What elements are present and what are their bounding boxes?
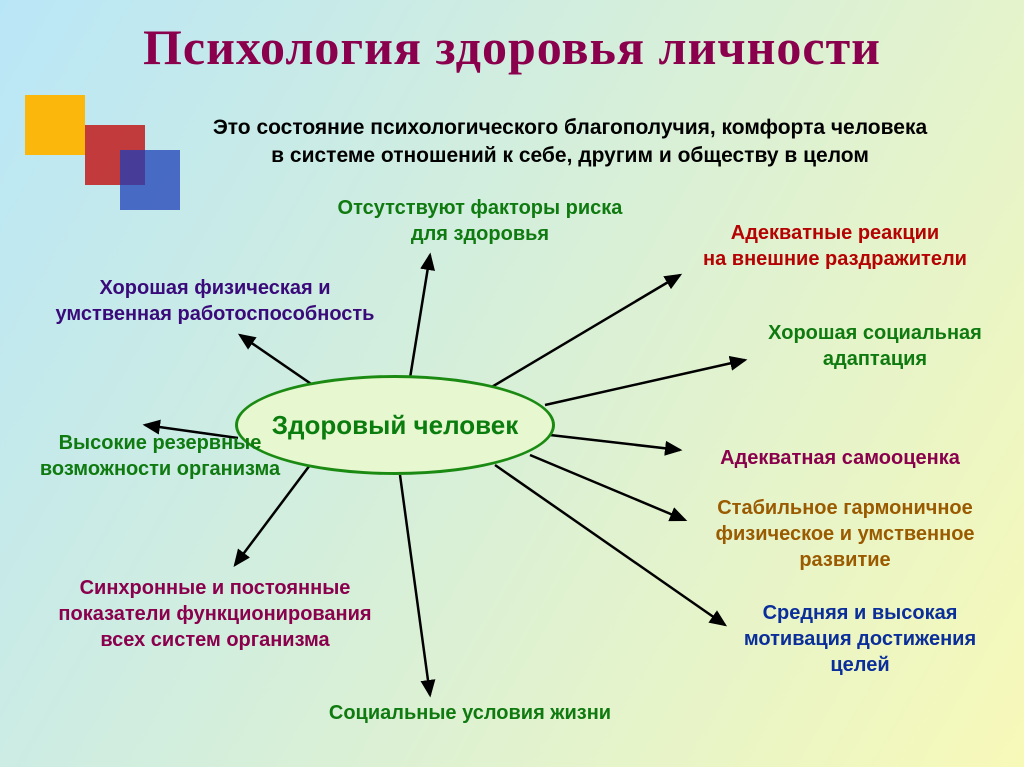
node-n8: Средняя и высокая мотивация достижения цел… [720, 600, 1000, 678]
node-line: умственная работоспособность [56, 303, 375, 325]
node-line: физическое и умственное [715, 523, 974, 545]
node-line: Адекватные реакции [731, 222, 939, 244]
node-line: адаптация [823, 348, 927, 370]
node-line: показатели функционирования [58, 603, 371, 625]
page-title: Психология здоровья личности [0, 18, 1024, 76]
node-n5: Высокие резервные возможности организма [15, 430, 305, 482]
node-line: Хорошая социальная [768, 322, 982, 344]
node-line: Стабильное гармоничное [717, 497, 973, 519]
center-label: Здоровый человек [272, 410, 519, 441]
node-line: Средняя и высокая [763, 602, 958, 624]
node-line: Синхронные и постоянные [80, 577, 351, 599]
node-n4: Хорошая социальная адаптация [740, 320, 1010, 372]
decoration-squares [25, 95, 185, 215]
node-n3: Хорошая физическая и умственная работоспо… [30, 275, 400, 327]
node-line: всех систем организма [100, 629, 329, 651]
subtitle-line1: Это состояние психологического благополу… [213, 116, 927, 139]
node-line: для здоровья [411, 223, 549, 245]
node-line: возможности организма [40, 458, 280, 480]
deco-square [25, 95, 85, 155]
node-line: Хорошая физическая и [99, 277, 330, 299]
node-line: на внешние раздражители [703, 248, 967, 270]
node-line: развитие [799, 549, 890, 571]
subtitle: Это состояние психологического благополу… [200, 114, 940, 171]
node-n10: Социальные условия жизни [300, 700, 640, 726]
node-n2: Адекватные реакции на внешние раздражител… [670, 220, 1000, 272]
node-line: целей [830, 654, 889, 676]
subtitle-line2: в системе отношений к себе, другим и общ… [271, 144, 869, 167]
node-n1: Отсутствуют факторы риска для здоровья [290, 195, 670, 247]
node-n7: Стабильное гармоничное физическое и умств… [680, 495, 1010, 573]
node-line: Отсутствуют факторы риска [338, 197, 623, 219]
node-line: Адекватная самооценка [720, 447, 960, 469]
node-line: Социальные условия жизни [329, 702, 611, 724]
node-line: мотивация достижения [744, 628, 976, 650]
node-n6: Адекватная самооценка [680, 445, 1000, 471]
node-n9: Синхронные и постоянные показатели функци… [25, 575, 405, 653]
node-line: Высокие резервные [59, 432, 262, 454]
deco-square [120, 150, 180, 210]
